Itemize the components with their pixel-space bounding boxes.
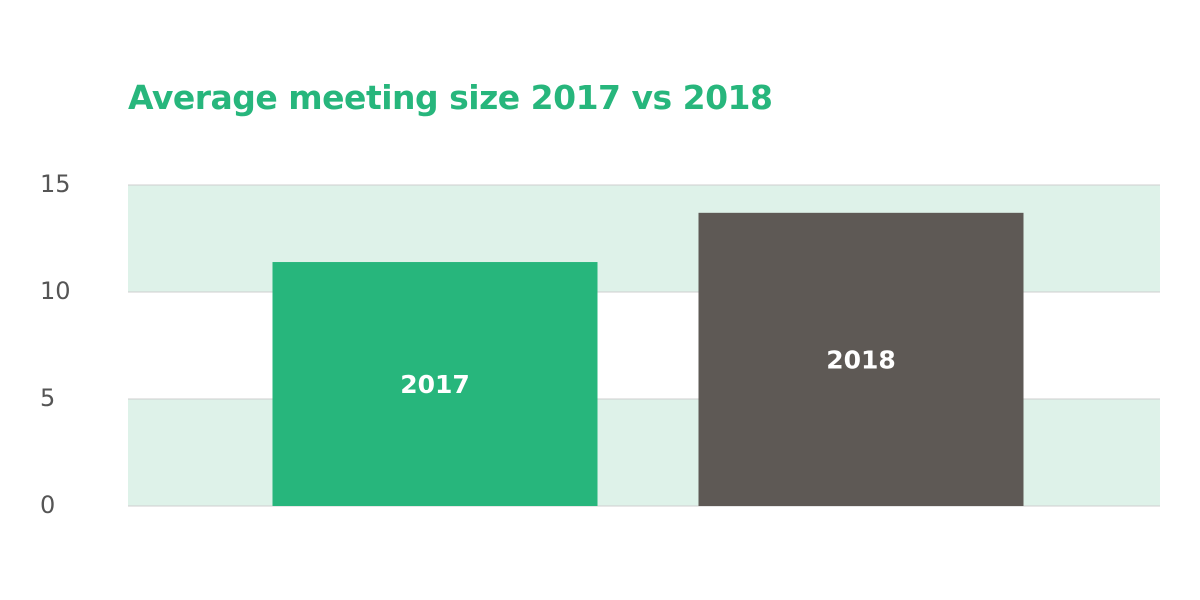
y-tick-label: 10 — [40, 277, 71, 305]
y-axis: 0 5 10 15 — [40, 170, 71, 519]
bar-label-2017: 2017 — [400, 370, 470, 399]
y-tick-label: 5 — [40, 384, 55, 412]
bar-2017 — [272, 262, 598, 506]
chart-title: Average meeting size 2017 vs 2018 — [128, 78, 773, 117]
bar-2018 — [698, 212, 1024, 506]
bar-label-2018: 2018 — [826, 345, 896, 374]
y-tick-label: 15 — [40, 170, 71, 198]
y-tick-label: 0 — [40, 491, 55, 519]
bars — [272, 212, 1024, 506]
bar-labels: 2017 2018 — [400, 345, 896, 399]
